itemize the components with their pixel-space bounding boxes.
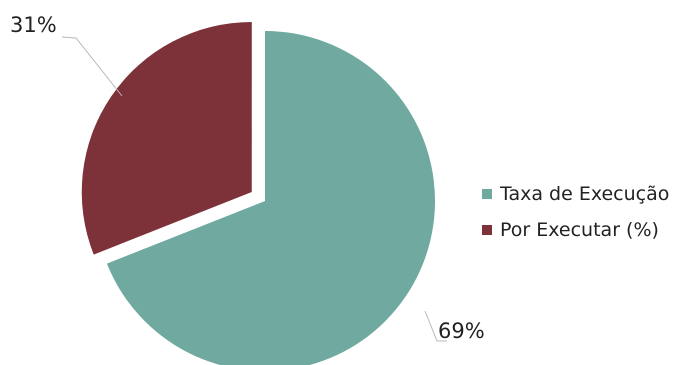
- legend-item-taxa-de-execucao: Taxa de Execução: [482, 176, 669, 212]
- legend-item-por-executar: Por Executar (%): [482, 212, 669, 248]
- pie-slice-taxa-de-execucao: [106, 31, 435, 365]
- data-label-por-executar: 31%: [10, 13, 57, 37]
- leader-line-taxa-de-execucao: [424, 310, 447, 342]
- legend-swatch-por-executar: [482, 225, 492, 235]
- data-label-taxa-de-execucao: 69%: [438, 319, 485, 343]
- leader-line-por-executar: [61, 36, 123, 97]
- legend: Taxa de Execução Por Executar (%): [482, 176, 669, 248]
- legend-label-por-executar: Por Executar (%): [500, 219, 659, 241]
- pie-slice-por-executar: [81, 22, 252, 255]
- legend-label-taxa-de-execucao: Taxa de Execução: [500, 183, 670, 205]
- legend-swatch-taxa-de-execucao: [482, 189, 492, 199]
